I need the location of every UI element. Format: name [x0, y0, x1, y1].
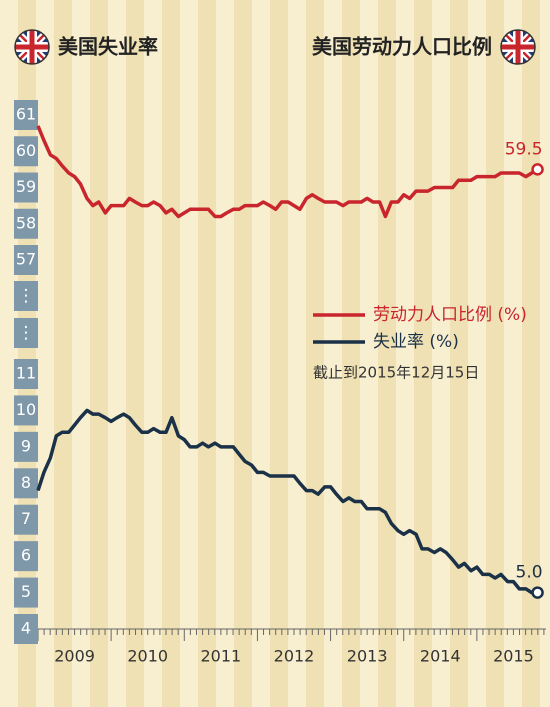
y-tick-label: 5 [21, 582, 31, 601]
series-line [36, 408, 538, 595]
y-tick-label: 7 [21, 509, 31, 528]
x-tick-label: 2012 [274, 647, 315, 666]
y-tick-box [14, 245, 38, 275]
y-tick-box [14, 208, 38, 239]
x-tick-label: 2011 [200, 647, 241, 666]
y-tick-box [14, 541, 38, 572]
y-tick-box [14, 136, 38, 167]
y-tick-label: 61 [16, 105, 36, 124]
end-marker [531, 163, 544, 176]
y-tick-box [14, 395, 38, 426]
y-tick-label: 59 [16, 177, 36, 196]
y-tick-label: 9 [21, 436, 31, 455]
y-tick-box [14, 504, 38, 535]
y-tick-label: 60 [16, 141, 36, 160]
y-tick-box [14, 614, 38, 644]
end-marker [531, 586, 544, 599]
x-tick-label: 2010 [127, 647, 168, 666]
y-tick-label: 57 [16, 250, 36, 269]
axis-break: ⋮ [18, 286, 35, 306]
x-tick-label: 2013 [347, 647, 388, 666]
y-tick-box [14, 359, 38, 389]
y-tick-box [14, 172, 38, 203]
axis-break-box [14, 318, 38, 348]
flag-left [15, 30, 49, 64]
axis-break: ⋮ [18, 323, 35, 343]
y-tick-label: 8 [21, 473, 31, 492]
legend-label: 劳动力人口比例 (%) [373, 305, 527, 325]
y-tick-label: 58 [16, 213, 36, 232]
y-tick-label: 6 [21, 546, 31, 565]
end-label: 59.5 [505, 139, 543, 159]
y-tick-label: 11 [16, 364, 36, 383]
x-tick-label: 2014 [420, 647, 461, 666]
y-tick-box [14, 577, 38, 608]
title-left: 美国失业率 [58, 35, 158, 59]
y-tick-box [14, 468, 38, 499]
title-right: 美国劳动力人口比例 [312, 35, 492, 59]
legend-label: 失业率 (%) [373, 332, 459, 352]
axis-break-box [14, 281, 38, 311]
y-tick-box [14, 431, 38, 462]
y-tick-box [14, 100, 38, 130]
y-tick-label: 4 [21, 619, 31, 638]
x-tick-label: 2015 [493, 647, 534, 666]
end-label: 5.0 [516, 563, 543, 583]
note: 截止到2015年12月15日 [313, 364, 479, 382]
flag-right [501, 30, 535, 64]
y-tick-label: 10 [16, 400, 36, 419]
x-tick-label: 2009 [54, 647, 95, 666]
series-line [36, 125, 539, 219]
